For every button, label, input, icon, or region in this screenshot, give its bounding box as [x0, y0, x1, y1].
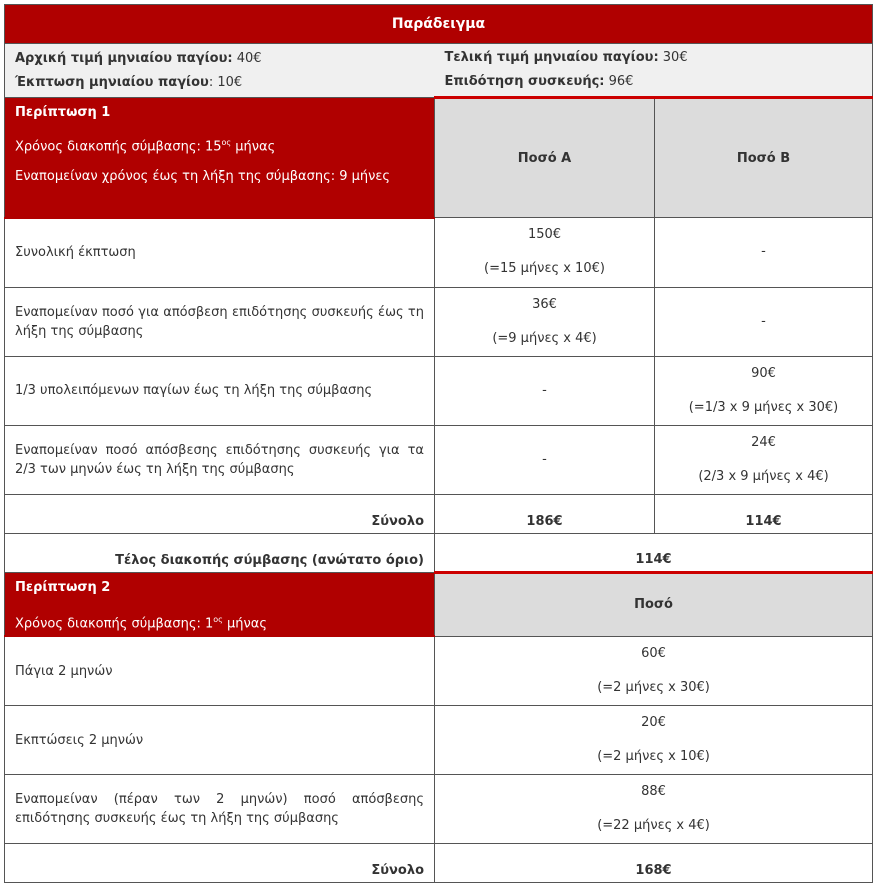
fee-row: Τέλος διακοπής σύμβασης (ανώτατο όριο) 1… [4, 532, 874, 573]
row-label: 1/3 υπολειπόμενων παγίων έως τη λήξη της… [4, 355, 435, 426]
amount-a: 150€ (=15 μήνες x 10€) [434, 217, 655, 288]
col-amount-a: Ποσό Α [434, 96, 655, 218]
total-label: Σύνολο [4, 843, 435, 883]
row-label: Εναπομείναν ποσό απόσβεσης επιδότησης συ… [4, 424, 435, 495]
subsidy-value: 96€ [604, 74, 634, 89]
row-label: Συνολική έκπτωση [4, 217, 435, 288]
subsidy-label: Επιδότηση συσκευής: [444, 74, 605, 89]
total-a: 186€ [434, 493, 655, 534]
case2-time: Χρόνος διακοπής σύμβασης: 1ος μήνας [15, 614, 267, 631]
amount: 88€ (=22 μήνες x 4€) [433, 774, 874, 844]
final-price-value: 30€ [658, 50, 688, 65]
case1-time: Χρόνος διακοπής σύμβασης: 15ος μήνας [15, 138, 276, 155]
table-row: Εναπομείναν ποσό απόσβεσης επιδότησης συ… [4, 424, 874, 495]
amount-b: - [653, 286, 874, 357]
amount: 60€ (=2 μήνες x 30€) [433, 635, 874, 706]
case2-total-row: Σύνολο 168€ [4, 843, 874, 883]
amount-b: - [653, 217, 874, 288]
table-row: Συνολική έκπτωση 150€ (=15 μήνες x 10€) - [4, 217, 874, 288]
final-price-label: Τελική τιμή μηνιαίου παγίου: [444, 50, 659, 65]
case1-total-row: Σύνολο 186€ 114€ [4, 493, 874, 534]
example-table: Παράδειγμα Αρχική τιμή μηνιαίου παγίου: … [3, 4, 874, 883]
initial-price-value: 40€ [232, 50, 262, 66]
table-row: Πάγια 2 μηνών 60€ (=2 μήνες x 30€) [4, 635, 874, 706]
amount-b: 24€ (2/3 x 9 μήνες x 4€) [653, 424, 874, 495]
amount: 20€ (=2 μήνες x 10€) [433, 705, 874, 775]
fee-value: 114€ [433, 532, 874, 573]
total-value: 168€ [433, 843, 874, 883]
table-title: Παράδειγμα [3, 4, 874, 44]
discount-label: Έκπτωση μηνιαίου παγίου [15, 74, 209, 90]
case2-header: Περίπτωση 2 Χρόνος διακοπής σύμβασης: 1ο… [4, 571, 435, 637]
table-row: Εναπομείναν ποσό για απόσβεση επιδότησης… [4, 286, 874, 357]
row-label: Εναπομείναν (πέραν των 2 μηνών) ποσό από… [4, 774, 435, 844]
col-amount-b: Ποσό Β [653, 96, 874, 218]
amount-a: 36€ (=9 μήνες x 4€) [434, 286, 655, 357]
total-label: Σύνολο [4, 493, 435, 534]
case1-title: Περίπτωση 1 [15, 105, 111, 120]
initial-price-label: Αρχική τιμή μηνιαίου παγίου: [15, 50, 233, 66]
discount-value: : 10€ [208, 74, 243, 90]
row-label: Εκπτώσεις 2 μηνών [4, 705, 435, 775]
table-row: Εκπτώσεις 2 μηνών 20€ (=2 μήνες x 10€) [4, 705, 874, 775]
amount-a: - [434, 424, 655, 495]
case1-remaining: Εναπομείναν χρόνος έως τη λήξη της σύμβα… [15, 169, 391, 185]
amount-b: 90€ (=1/3 x 9 μήνες x 30€) [653, 355, 874, 426]
case2-title: Περίπτωση 2 [15, 579, 111, 595]
total-b: 114€ [653, 493, 874, 534]
table-row: 1/3 υπολειπόμενων παγίων έως τη λήξη της… [4, 355, 874, 426]
amount-a: - [434, 355, 655, 426]
case1-header: Περίπτωση 1 Χρόνος διακοπής σύμβασης: 15… [4, 97, 435, 219]
row-label: Πάγια 2 μηνών [4, 635, 435, 706]
col-amount: Ποσό [433, 570, 874, 637]
fee-label: Τέλος διακοπής σύμβασης (ανώτατο όριο) [4, 532, 435, 573]
table-row: Εναπομείναν (πέραν των 2 μηνών) ποσό από… [4, 774, 874, 844]
row-label: Εναπομείναν ποσό για απόσβεση επιδότησης… [4, 286, 435, 357]
info-row: Αρχική τιμή μηνιαίου παγίου: 40€ Έκπτωση… [4, 43, 874, 98]
